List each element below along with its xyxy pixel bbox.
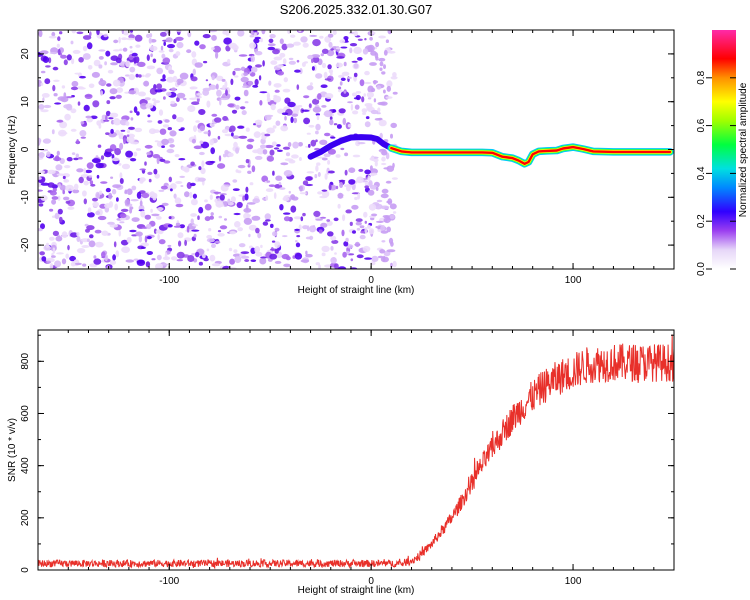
snr-x-tick-label: 100	[565, 576, 582, 587]
spectrogram-x-tick-label: -100	[159, 275, 179, 286]
colorbar: 0.0 0.2 0.4 0.6 0.8 Normalized spectral ampl…	[696, 30, 749, 276]
spectrogram-x-label: Height of straight line (km)	[298, 285, 415, 296]
colorbar-tick-label: 0.4	[696, 166, 707, 180]
snr-y-tick-label: 600	[20, 405, 31, 422]
figure-title: S206.2025.332.01.30.G07	[280, 2, 433, 17]
spectrogram-y-tick-label: 0	[20, 146, 31, 152]
snr-x-tick-label: -100	[159, 576, 179, 587]
snr-y-tick-label: 800	[20, 353, 31, 370]
spectrogram-y-label: Frequency (Hz)	[7, 116, 18, 185]
snr-y-tick-label: 200	[20, 509, 31, 526]
spectrogram-y-tick-label: -20	[20, 237, 31, 252]
snr-frame	[37, 329, 675, 571]
snr-y-tick-label: 400	[20, 457, 31, 474]
colorbar-tick-label: 0.0	[696, 262, 707, 276]
colorbar-ticks: 0.0 0.2 0.4 0.6 0.8	[696, 70, 736, 276]
colorbar-tick-label: 0.8	[696, 70, 707, 84]
snr-x-label: Height of straight line (km)	[298, 585, 415, 596]
spectrogram-plot-area	[38, 30, 674, 269]
spectrogram-y-tick-label: 10	[20, 96, 31, 108]
spectrogram-y-tick-label: 20	[20, 48, 31, 60]
spectrogram-x-tick-label: 100	[565, 275, 582, 286]
snr-panel: -100 0 100 0 200 400 600 800 Height of straight…	[7, 329, 675, 596]
noise-speckle	[38, 30, 398, 269]
spectrogram-x-tick-label: 0	[368, 275, 374, 286]
colorbar-tick-label: 0.6	[696, 118, 707, 132]
snr-y-tick-label: 0	[20, 567, 31, 573]
colorbar-label: Normalized spectral amplitude	[738, 82, 749, 217]
snr-axes: -100 0 100 0 200 400 600 800	[20, 330, 675, 587]
spectrogram-y-tick-label: -10	[20, 190, 31, 205]
colorbar-tick-label: 0.2	[696, 214, 707, 228]
snr-series-line	[38, 334, 674, 570]
colorbar-gradient	[712, 30, 736, 269]
snr-y-label: SNR (10 * v/v)	[7, 418, 18, 482]
snr-x-tick-label: 0	[368, 576, 374, 587]
signal-track	[307, 134, 674, 168]
snr-plot-area	[38, 334, 674, 570]
